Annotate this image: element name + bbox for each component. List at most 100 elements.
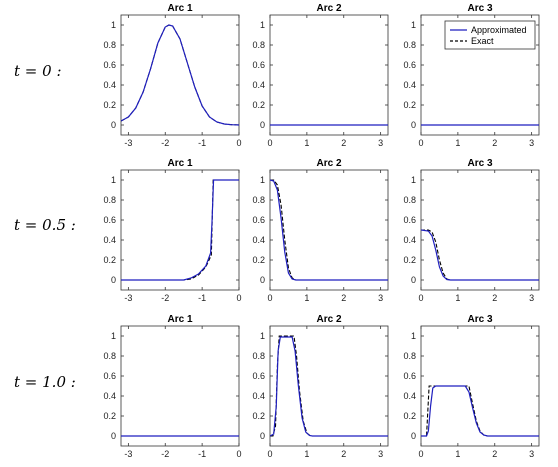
y-tick-label: 0.8	[252, 195, 265, 205]
y-tick-label: 0	[111, 275, 116, 285]
row-label: t = 1.0 :	[14, 373, 76, 391]
y-tick-label: 0	[111, 120, 116, 130]
y-tick-label: 1	[411, 175, 416, 185]
y-tick-label: 0	[111, 431, 116, 441]
y-tick-label: 0	[411, 275, 416, 285]
x-tick-label: 0	[236, 293, 241, 303]
y-tick-label: 0.6	[403, 215, 416, 225]
y-tick-label: 0.8	[252, 351, 265, 361]
panel-row2-col0: Arc 1 0 0.2 0.4 0.6 0.8 1 -3 -2 -1 0	[103, 314, 241, 459]
panel-title: Arc 1	[167, 3, 192, 14]
y-tick-label: 0.8	[103, 195, 116, 205]
panel-title: Arc 2	[316, 158, 341, 169]
y-tick-label: 0.8	[403, 40, 416, 50]
y-tick-label: 0.2	[103, 255, 116, 265]
panel-row0-col1: Arc 2 0 0.2 0.4 0.6 0.8 1 0 1 2 3	[252, 3, 389, 148]
y-tick-label: 0.6	[252, 371, 265, 381]
y-tick-label: 0.4	[403, 391, 416, 401]
plot-frame	[120, 169, 240, 291]
x-tick-label: 1	[304, 449, 309, 459]
x-tick-label: 2	[492, 449, 497, 459]
plot-frame	[420, 169, 540, 291]
panel-row1-col2: Arc 3 0 0.2 0.4 0.6 0.8 1 0 1 2 3	[403, 158, 540, 303]
panel-row0-col0: Arc 1 0 0.2 0.4 0.6 0.8 1 -3 -2 -1 0	[103, 3, 241, 148]
y-tick-label: 0.6	[103, 215, 116, 225]
series-approximated-line	[121, 24, 239, 126]
y-tick-label: 1	[111, 331, 116, 341]
series-approximated-line	[421, 385, 539, 437]
legend-box	[444, 20, 536, 50]
x-tick-label: -1	[198, 293, 206, 303]
y-tick-label: 0	[411, 120, 416, 130]
y-tick-label: 1	[411, 20, 416, 30]
x-tick-label: -1	[198, 449, 206, 459]
x-tick-label: 1	[455, 293, 460, 303]
y-tick-label: 0.6	[252, 215, 265, 225]
y-tick-label: 1	[260, 175, 265, 185]
y-tick-label: 0.2	[252, 100, 265, 110]
plot-frame	[269, 325, 389, 447]
y-tick-label: 0.2	[103, 411, 116, 421]
x-tick-label: 2	[341, 138, 346, 148]
y-tick-label: 0.4	[403, 80, 416, 90]
y-tick-label: 0.8	[252, 40, 265, 50]
x-tick-label: 0	[267, 449, 272, 459]
row-label: t = 0 :	[14, 62, 62, 80]
panel-title: Arc 1	[167, 158, 192, 169]
panel-title: Arc 3	[467, 3, 492, 14]
y-tick-label: 0.4	[252, 391, 265, 401]
x-tick-label: 3	[529, 293, 534, 303]
x-tick-label: -2	[161, 449, 169, 459]
panel-row1-col1: Arc 2 0 0.2 0.4 0.6 0.8 1 0 1 2 3	[252, 158, 389, 303]
y-tick-label: 1	[111, 175, 116, 185]
plot-frame	[120, 14, 240, 136]
x-tick-label: 1	[304, 138, 309, 148]
x-tick-label: -3	[124, 293, 132, 303]
x-tick-label: 0	[418, 138, 423, 148]
y-tick-label: 0	[411, 431, 416, 441]
panel-title: Arc 1	[167, 314, 192, 325]
series-exact-line	[421, 385, 539, 437]
x-tick-label: 0	[236, 138, 241, 148]
y-tick-label: 0.4	[252, 80, 265, 90]
y-tick-label: 0.2	[103, 100, 116, 110]
x-tick-label: 3	[378, 449, 383, 459]
x-tick-label: 2	[492, 138, 497, 148]
y-tick-label: 0.2	[403, 100, 416, 110]
legend-label-approximated: Approximated	[471, 25, 527, 35]
x-tick-label: -2	[161, 138, 169, 148]
y-tick-label: 0.4	[103, 391, 116, 401]
y-tick-label: 0.8	[103, 40, 116, 50]
panel-row2-col2: Arc 3 0 0.2 0.4 0.6 0.8 1 0 1 2 3	[403, 314, 540, 459]
panel-row2-col1: Arc 2 0 0.2 0.4 0.6 0.8 1 0 1 2 3	[252, 314, 389, 459]
x-tick-label: 3	[378, 293, 383, 303]
series-approximated-line	[121, 179, 239, 281]
series-approximated-line	[270, 179, 388, 281]
y-tick-label: 0.2	[403, 255, 416, 265]
x-tick-label: 0	[418, 449, 423, 459]
y-tick-label: 0	[260, 431, 265, 441]
panel-title: Arc 3	[467, 158, 492, 169]
plot-frame	[120, 325, 240, 447]
y-tick-label: 0.2	[252, 255, 265, 265]
plot-frame	[269, 169, 389, 291]
x-tick-label: -3	[124, 449, 132, 459]
x-tick-label: 0	[418, 293, 423, 303]
y-tick-label: 1	[111, 20, 116, 30]
x-tick-label: 1	[455, 138, 460, 148]
y-tick-label: 0	[260, 120, 265, 130]
x-tick-label: -2	[161, 293, 169, 303]
panel-row1-col0: Arc 1 0 0.2 0.4 0.6 0.8 1 -3 -2 -1 0	[103, 158, 241, 303]
y-tick-label: 0.6	[403, 60, 416, 70]
row-label: t = 0.5 :	[14, 216, 76, 234]
x-tick-label: 3	[529, 138, 534, 148]
x-tick-label: 0	[236, 449, 241, 459]
y-tick-label: 1	[411, 331, 416, 341]
x-tick-label: 2	[341, 449, 346, 459]
y-tick-label: 0.6	[403, 371, 416, 381]
x-tick-label: 2	[341, 293, 346, 303]
x-tick-label: 1	[304, 293, 309, 303]
y-tick-label: 0.6	[103, 60, 116, 70]
x-tick-label: -1	[198, 138, 206, 148]
panel-title: Arc 3	[467, 314, 492, 325]
